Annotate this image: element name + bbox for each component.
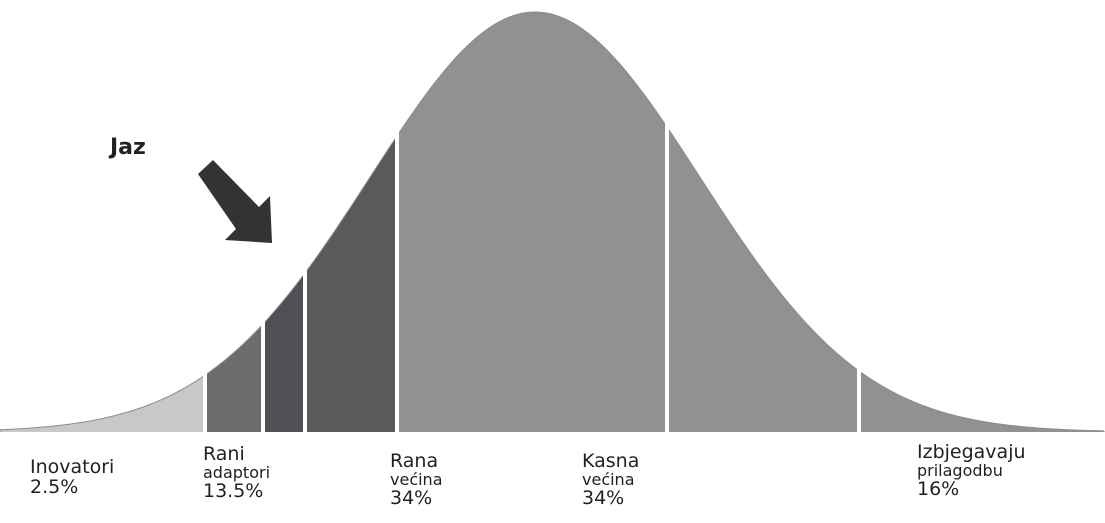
label-laggards-line1: Izbjegavaju bbox=[917, 443, 1026, 463]
label-early-majority-percent: 34% bbox=[390, 489, 443, 509]
label-laggards-percent: 16% bbox=[917, 480, 1026, 500]
segment-late-majority bbox=[667, 0, 859, 432]
gap-arrow-icon bbox=[198, 160, 272, 243]
label-innovators-name: Inovatori bbox=[30, 458, 114, 478]
label-early-majority-line1: Rana bbox=[390, 452, 443, 472]
label-early-adopters: Rani adaptori 13.5% bbox=[203, 445, 270, 502]
segment-innovators bbox=[0, 0, 205, 432]
segment-early-adopters-b bbox=[305, 0, 397, 432]
label-late-majority-percent: 34% bbox=[582, 489, 639, 509]
segment-laggards bbox=[859, 0, 1105, 432]
label-innovators-percent: 2.5% bbox=[30, 478, 114, 498]
label-late-majority-line1: Kasna bbox=[582, 452, 639, 472]
label-early-adopters-percent: 13.5% bbox=[203, 482, 270, 502]
label-late-majority: Kasna većina 34% bbox=[582, 452, 639, 509]
segment-early-majority bbox=[397, 0, 667, 432]
label-laggards: Izbjegavaju prilagodbu 16% bbox=[917, 443, 1026, 500]
gap-label: Jaz bbox=[110, 135, 146, 160]
label-early-majority: Rana većina 34% bbox=[390, 452, 443, 509]
label-early-adopters-line1: Rani bbox=[203, 445, 270, 465]
label-innovators: Inovatori 2.5% bbox=[30, 458, 114, 498]
